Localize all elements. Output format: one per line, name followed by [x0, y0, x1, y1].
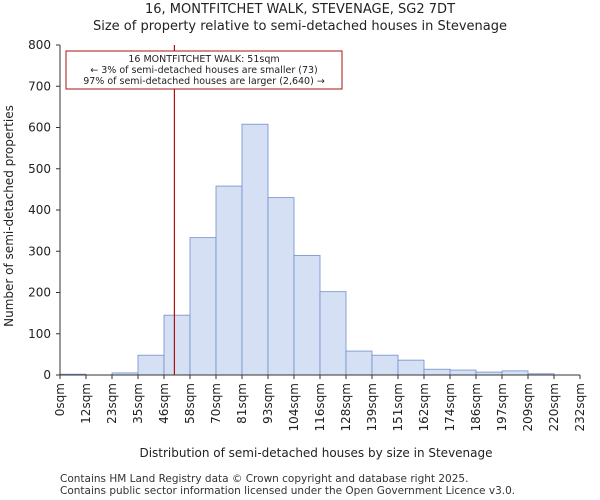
- bar: [189, 237, 217, 376]
- x-tick-label: 162sqm: [417, 383, 431, 431]
- x-tick-label: 174sqm: [443, 383, 457, 431]
- bar: [293, 254, 321, 376]
- x-tick-label: 70sqm: [209, 383, 223, 424]
- x-tick-label: 12sqm: [79, 383, 93, 424]
- x-tick-label: 232sqm: [573, 383, 587, 431]
- y-tick-label: 500: [28, 162, 51, 176]
- x-tick-label: 186sqm: [469, 383, 483, 431]
- x-tick-label: 46sqm: [157, 383, 171, 424]
- x-tick-label: 23sqm: [105, 383, 119, 424]
- bar: [215, 185, 243, 376]
- y-tick-label: 0: [43, 368, 51, 382]
- bar: [345, 350, 373, 376]
- x-axis-label: Distribution of semi-detached houses by …: [139, 446, 492, 460]
- y-tick-label: 700: [28, 79, 51, 93]
- x-tick-label: 81sqm: [235, 383, 249, 424]
- y-tick-label: 400: [28, 203, 51, 217]
- y-tick-label: 800: [28, 38, 51, 52]
- footer-line-1: Contains HM Land Registry data © Crown c…: [60, 473, 469, 485]
- x-tick-label: 139sqm: [365, 383, 379, 431]
- x-tick-label: 197sqm: [495, 383, 509, 431]
- y-tick-label: 600: [28, 121, 51, 135]
- bar: [319, 291, 347, 376]
- histogram-chart: 0 100 200 300 400 500 600 700 800 0sqm 12sqm 23sqm…: [2, 38, 587, 460]
- bar: [449, 369, 477, 376]
- property-marker: 16 MONTFITCHET WALK: 51sqm← 3% of semi-d…: [65, 45, 343, 375]
- x-tick-label: 93sqm: [261, 383, 275, 424]
- x-tick-label: 0sqm: [53, 383, 67, 416]
- x-axis: 0sqm 12sqm 23sqm 35sqm 46sqm 58sqm 70sqm 81sqm 9…: [53, 374, 587, 431]
- y-tick-label: 200: [28, 286, 51, 300]
- bar: [241, 123, 269, 376]
- bar: [163, 314, 191, 376]
- y-tick-label: 100: [28, 327, 51, 341]
- annotation-box: [65, 50, 343, 90]
- bar: [423, 368, 451, 376]
- chart-subtitle: Size of property relative to semi-detach…: [92, 19, 508, 34]
- x-tick-label: 220sqm: [547, 383, 561, 431]
- x-tick-label: 104sqm: [287, 383, 301, 431]
- chart-title: 16, MONTFITCHET WALK, STEVENAGE, SG2 7DT: [144, 2, 456, 17]
- x-tick-label: 116sqm: [313, 383, 327, 431]
- bar: [501, 370, 529, 376]
- x-tick-label: 151sqm: [391, 383, 405, 431]
- y-axis-label: Number of semi-detached properties: [2, 105, 16, 327]
- bar: [397, 359, 425, 376]
- annotation-line: 16 MONTFITCHET WALK: 51sqm: [128, 54, 279, 65]
- y-tick-label: 300: [28, 244, 51, 258]
- x-tick-label: 128sqm: [339, 383, 353, 431]
- y-axis: 0 100 200 300 400 500 600 700 800: [28, 38, 61, 382]
- x-tick-label: 209sqm: [521, 383, 535, 431]
- x-tick-label: 35sqm: [131, 383, 145, 424]
- bar: [371, 354, 399, 376]
- x-tick-label: 58sqm: [183, 383, 197, 424]
- annotation-line: ← 3% of semi-detached houses are smaller…: [90, 65, 318, 76]
- annotation-line: 97% of semi-detached houses are larger (…: [83, 76, 325, 87]
- footer-line-2: Contains public sector information licen…: [60, 485, 516, 497]
- bar: [267, 197, 295, 376]
- bar: [137, 354, 165, 376]
- bars-group: [59, 123, 555, 376]
